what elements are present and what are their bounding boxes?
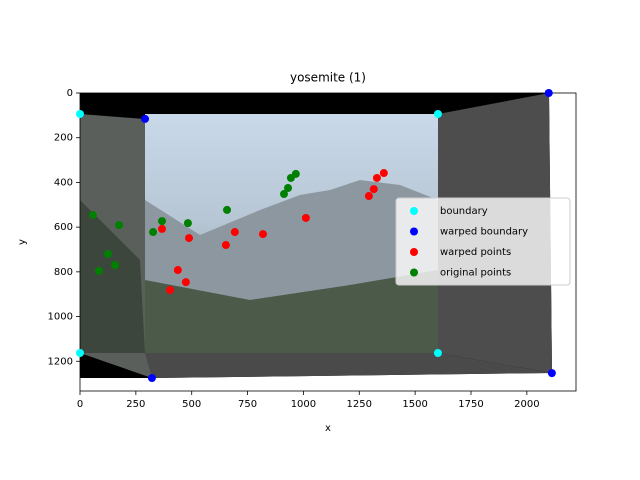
point (369, 185, 378, 194)
legend-marker (410, 227, 418, 236)
point (185, 234, 194, 243)
legend-marker (410, 207, 418, 215)
point (547, 369, 556, 378)
point (181, 278, 190, 287)
y-tick-label: 1000 (48, 312, 73, 323)
point (230, 228, 239, 237)
point (433, 348, 442, 357)
point (279, 190, 288, 199)
legend-label: warped points (440, 247, 511, 258)
y-tick-label: 400 (54, 177, 73, 188)
point (183, 219, 192, 228)
x-tick-label: 1750 (458, 399, 483, 410)
point (76, 110, 84, 119)
point (379, 169, 388, 178)
point (103, 249, 112, 258)
x-tick-label: 500 (182, 399, 201, 410)
y-tick-label: 1200 (48, 356, 73, 367)
point (301, 213, 310, 222)
legend-label: boundary (440, 206, 488, 217)
point (157, 224, 166, 233)
point (94, 266, 103, 275)
point (157, 217, 166, 226)
x-tick-label: 1500 (402, 399, 427, 410)
legend-label: original points (440, 268, 511, 279)
point (291, 169, 300, 178)
x-tick-label: 2000 (514, 399, 539, 410)
point (284, 184, 293, 193)
point (372, 173, 381, 182)
y-tick-label: 0 (67, 88, 73, 99)
chart-title: yosemite (1) (290, 71, 366, 85)
point (88, 211, 97, 220)
legend-marker (410, 268, 418, 277)
point (221, 241, 230, 250)
point (258, 230, 267, 239)
point (147, 374, 156, 383)
y-tick-label: 600 (54, 222, 73, 233)
x-tick-label: 750 (238, 399, 257, 410)
point (433, 110, 442, 119)
point (173, 266, 182, 275)
x-tick-label: 1000 (291, 399, 316, 410)
y-tick-label: 200 (54, 133, 73, 144)
point (111, 261, 120, 270)
point (76, 348, 84, 357)
point (364, 192, 373, 201)
point (149, 228, 158, 237)
y-axis-label: y (17, 239, 28, 245)
x-axis-label: x (325, 423, 331, 434)
point (223, 205, 232, 214)
legend-box (395, 197, 571, 286)
point (141, 114, 150, 123)
x-tick-label: 250 (126, 399, 145, 410)
x-tick-label: 0 (77, 399, 83, 410)
legend-marker (410, 248, 418, 256)
y-tick-label: 800 (54, 267, 73, 278)
background-image (80, 93, 552, 378)
legend-label: warped boundary (440, 227, 528, 238)
point (544, 89, 553, 97)
point (166, 285, 175, 294)
point (115, 221, 124, 230)
x-tick-label: 1250 (347, 399, 372, 410)
axes-frame (79, 92, 577, 392)
